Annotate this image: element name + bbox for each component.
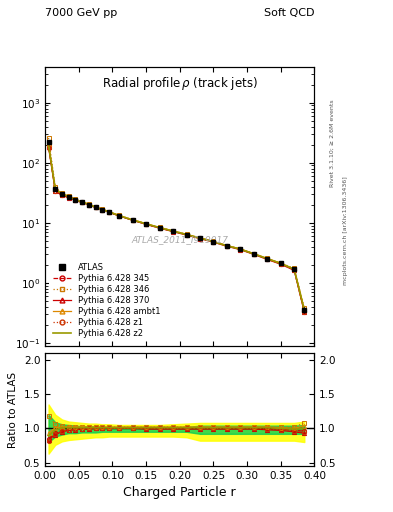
Text: Radial profile$\,\rho$ (track jets): Radial profile$\,\rho$ (track jets) <box>102 75 258 92</box>
Legend: ATLAS, Pythia 6.428 345, Pythia 6.428 346, Pythia 6.428 370, Pythia 6.428 ambt1,: ATLAS, Pythia 6.428 345, Pythia 6.428 34… <box>50 259 163 342</box>
X-axis label: Charged Particle r: Charged Particle r <box>123 486 236 499</box>
Y-axis label: Ratio to ATLAS: Ratio to ATLAS <box>8 372 18 447</box>
Text: ATLAS_2011_I919017: ATLAS_2011_I919017 <box>131 235 228 244</box>
Text: Rivet 3.1.10; ≥ 2.6M events: Rivet 3.1.10; ≥ 2.6M events <box>330 99 334 187</box>
Text: Soft QCD: Soft QCD <box>264 8 314 18</box>
Text: 7000 GeV pp: 7000 GeV pp <box>45 8 118 18</box>
Text: mcplots.cern.ch [arXiv:1306.3436]: mcplots.cern.ch [arXiv:1306.3436] <box>343 176 348 285</box>
